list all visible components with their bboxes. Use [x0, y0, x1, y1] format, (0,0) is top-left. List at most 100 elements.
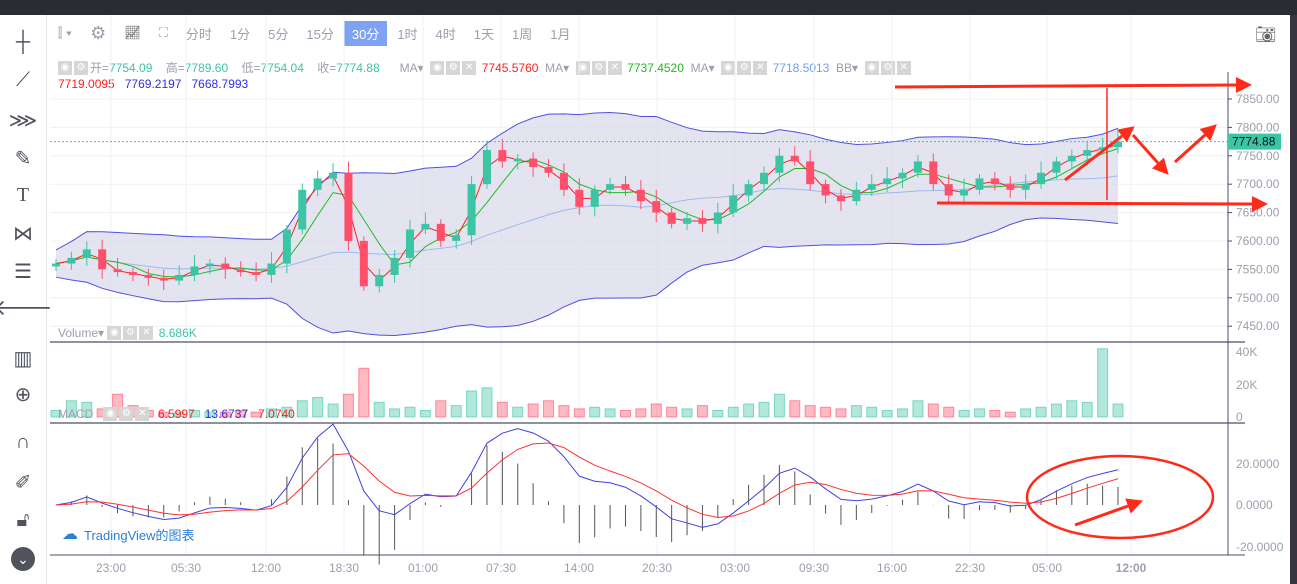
period-4[interactable]: 30分	[343, 20, 388, 46]
volume-bar	[712, 410, 724, 418]
period-9[interactable]: 1月	[550, 26, 571, 42]
period-1[interactable]: 1分	[229, 26, 251, 42]
gear-icon[interactable]: ⚙	[737, 60, 752, 75]
ma1-line	[55, 143, 1119, 282]
period-7[interactable]: 1天	[473, 26, 495, 42]
candle-body	[898, 172, 907, 179]
fullscreen-icon[interactable]: ⛶	[158, 25, 168, 40]
volume-bar	[604, 408, 616, 418]
top-toolbar: ⫿ ▾ ⚙ 📈︎ ⛶ 分时 1分 5分 15分 30分 1时 4时 1天 1周 1月	[50, 20, 580, 46]
period-8[interactable]: 1周	[512, 26, 533, 42]
eye-icon[interactable]: ◉	[107, 326, 122, 340]
magnet-icon[interactable]: ∩	[15, 430, 31, 453]
eye-icon[interactable]: ◉	[58, 60, 72, 75]
period-3[interactable]: 15分	[306, 26, 334, 42]
volume-bar	[1112, 403, 1124, 418]
annotation-arrow-down	[1131, 134, 1160, 164]
candle-body	[98, 249, 107, 270]
last-price-label: 7774.88	[1232, 135, 1276, 149]
volume-bar	[81, 401, 93, 418]
time-tick-label: 18:30	[329, 561, 359, 575]
candle-body	[482, 150, 491, 185]
chart-type-icon[interactable]: ⫿ ▾	[58, 25, 73, 40]
gear-icon[interactable]: ⚙	[74, 60, 88, 75]
macd-tick-label: 20.0000	[1236, 457, 1280, 471]
volume-bar	[1004, 411, 1016, 418]
price-tick-label: 7600.00	[1236, 234, 1280, 248]
ma2-label[interactable]: MA	[545, 60, 564, 75]
fib-icon[interactable]: ☰	[14, 260, 32, 283]
candle-body	[590, 189, 599, 207]
indicators-icon[interactable]: 📈︎	[124, 25, 141, 40]
settings-gear-icon[interactable]: ⚙	[90, 22, 107, 43]
pitchfork-icon[interactable]: ⋙	[8, 109, 38, 132]
candle-body	[760, 172, 768, 185]
brush-icon[interactable]: ✎	[14, 147, 32, 170]
candle-body	[406, 229, 414, 258]
bb-label[interactable]: BB	[836, 60, 853, 75]
unlock-icon[interactable]: 🔓︎	[16, 508, 30, 531]
period-5[interactable]: 1时	[397, 26, 418, 42]
candle-body	[144, 274, 153, 278]
period-6[interactable]: 4时	[435, 26, 456, 42]
close-icon[interactable]: ✕	[753, 60, 768, 75]
candle-body	[513, 158, 522, 162]
ma3-label[interactable]: MA	[690, 60, 709, 75]
candle-body	[467, 184, 476, 236]
tradingview-watermark[interactable]: ☁ TradingView的图表	[62, 524, 195, 544]
close-icon[interactable]: ✕	[462, 60, 477, 75]
zoom-in-icon[interactable]: ⊕	[14, 383, 32, 406]
volume-label[interactable]: Volume	[58, 326, 99, 340]
camera-icon[interactable]: 📷︎	[1255, 25, 1277, 44]
measure-icon[interactable]: ▥	[13, 347, 33, 370]
gear-icon[interactable]: ⚙	[880, 60, 895, 75]
volume-bar	[235, 410, 247, 418]
period-0[interactable]: 分时	[185, 26, 212, 42]
volume-bar	[789, 400, 801, 418]
macd-tick-label: -20.0000	[1236, 540, 1284, 554]
candle-body	[1021, 184, 1030, 190]
low-label: 低=	[241, 61, 261, 75]
close-icon[interactable]: ✕	[139, 326, 154, 340]
gear-icon[interactable]: ⚙	[119, 407, 134, 421]
trend-line-icon[interactable]: ⟋	[16, 68, 30, 91]
crosshair-icon[interactable]: ┼	[15, 30, 31, 53]
eye-icon[interactable]: ◉	[430, 60, 445, 75]
eye-icon[interactable]: ◉	[864, 60, 879, 75]
candle-body	[267, 263, 276, 275]
candle-body	[236, 269, 245, 273]
pattern-icon[interactable]: ⋈	[13, 222, 33, 245]
candle-body	[252, 272, 261, 275]
volume-bar	[850, 405, 862, 418]
eye-icon[interactable]: ◉	[721, 60, 736, 75]
lock-drawing-icon[interactable]: ✐	[14, 471, 32, 494]
gear-icon[interactable]: ⚙	[591, 60, 606, 75]
candle-body	[436, 223, 445, 241]
gear-icon[interactable]: ⚙	[123, 326, 138, 340]
annotation-arrow-top-head	[1235, 77, 1252, 93]
macd-signal-line	[55, 442, 1119, 518]
eye-icon[interactable]: ⌄	[11, 547, 35, 571]
time-tick-label: 20:30	[642, 561, 672, 575]
volume-bar	[973, 408, 985, 418]
high-label: 高=	[165, 61, 185, 75]
candle-body	[960, 189, 969, 196]
close-icon[interactable]: ✕	[135, 407, 150, 421]
close-label: 收=	[317, 61, 337, 75]
eye-icon[interactable]: ◉	[103, 407, 118, 421]
period-2[interactable]: 5分	[268, 26, 289, 42]
open-value: 7754.09	[109, 60, 153, 75]
candle-body	[698, 218, 707, 224]
close-icon[interactable]: ✕	[607, 60, 622, 75]
volume-bar	[1035, 406, 1047, 418]
close-icon[interactable]: ✕	[896, 60, 911, 75]
candle-body	[421, 223, 430, 230]
text-icon[interactable]: T	[16, 183, 30, 206]
gear-icon[interactable]: ⚙	[446, 60, 461, 75]
macd-label[interactable]: MACD	[58, 407, 94, 421]
volume-bar	[943, 406, 955, 418]
volume-bar	[312, 397, 324, 418]
candle-body	[205, 263, 214, 267]
ma1-label[interactable]: MA	[399, 60, 418, 75]
